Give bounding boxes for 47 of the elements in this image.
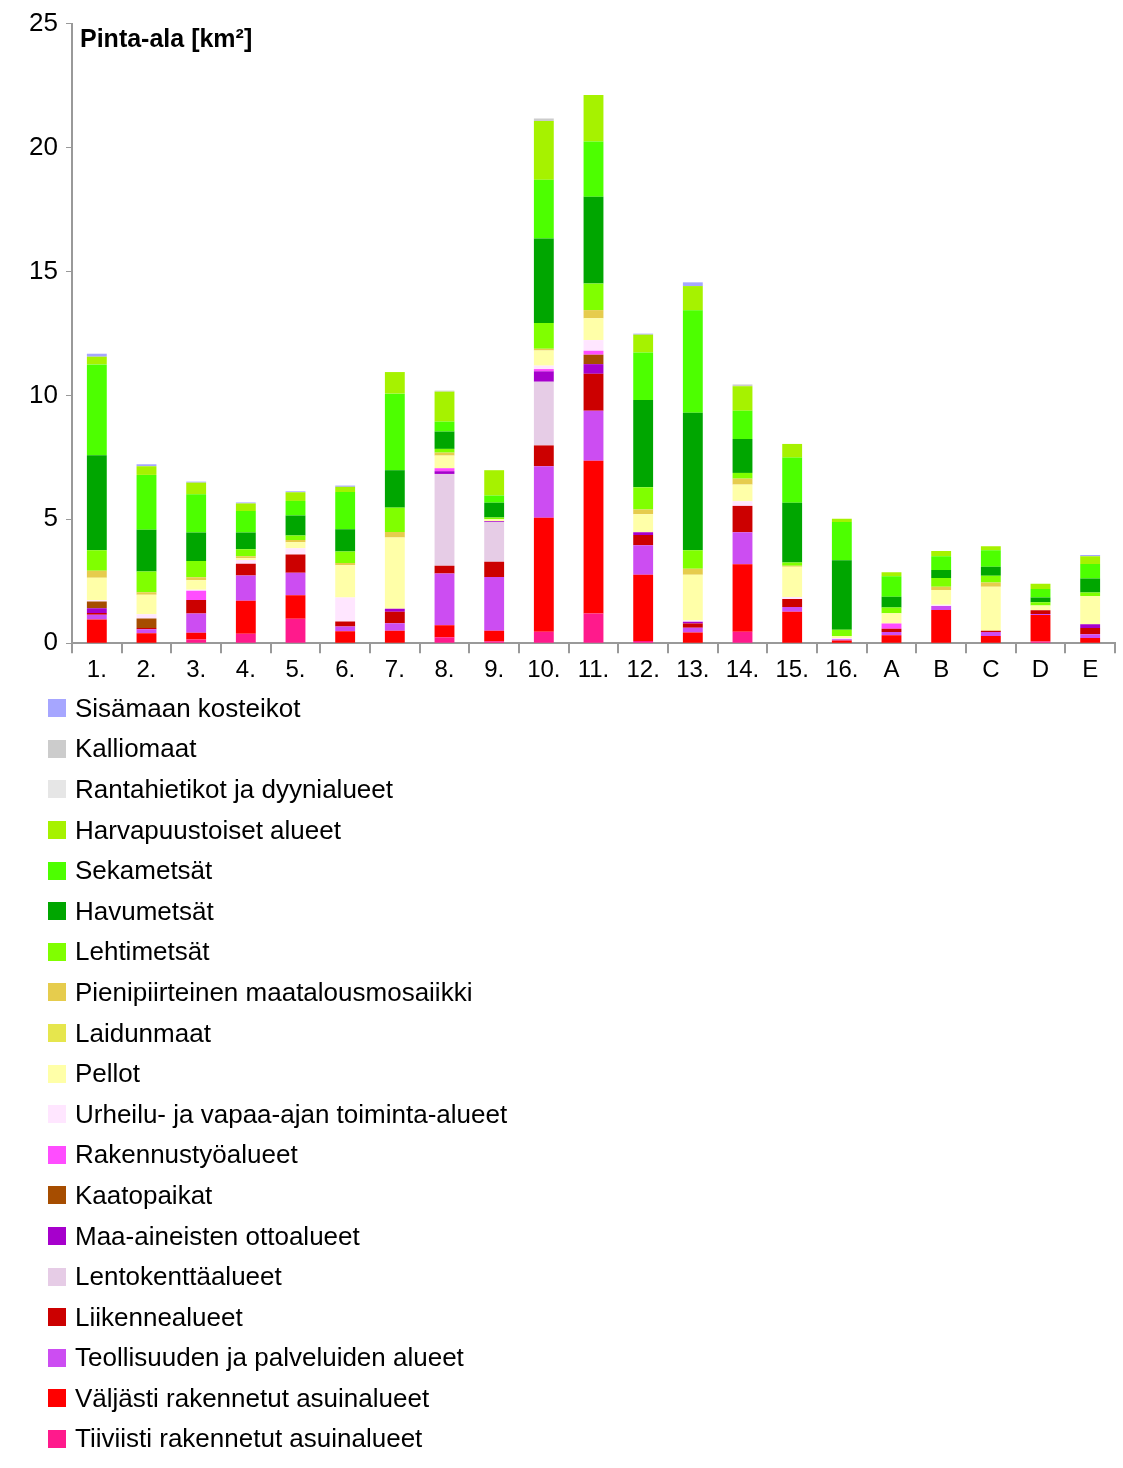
y-tick-label: 0 <box>43 626 58 657</box>
legend-label: Laidunmaat <box>75 1017 211 1049</box>
y-axis-title: Pinta-ala [km²] <box>80 23 253 52</box>
y-tick-label: 20 <box>29 130 58 161</box>
x-tick-label: D <box>1031 655 1050 683</box>
legend-label: Tiiviisti rakennetut asuinalueet <box>75 1423 423 1455</box>
x-tick-label: 11. <box>577 655 610 683</box>
legend-label: Havumetsät <box>75 895 214 927</box>
legend-label: Sisämaan kosteikot <box>75 692 301 724</box>
legend-label: Lehtimetsät <box>75 936 210 968</box>
y-tick-label: 10 <box>29 378 58 409</box>
legend-label: Urheilu- ja vapaa-ajan toiminta-alueet <box>75 1098 508 1130</box>
y-tick-label: 25 <box>29 6 58 37</box>
x-tick-label: 8. <box>434 655 455 683</box>
x-tick-label: 3. <box>186 655 207 683</box>
x-tick-label: C <box>982 655 1000 683</box>
legend-label: Teollisuuden ja palveluiden alueet <box>75 1342 464 1374</box>
legend-label: Sekametsät <box>75 855 213 887</box>
legend-label: Liikennealueet <box>75 1301 243 1333</box>
x-tick-label: 9. <box>484 655 505 683</box>
x-tick-label: 1. <box>86 655 107 683</box>
x-tick-label: 13. <box>676 655 710 683</box>
x-tick-label: A <box>883 655 900 683</box>
legend-label: Harvapuustoiset alueet <box>75 814 341 846</box>
x-tick-label: 2. <box>136 655 157 683</box>
x-tick-label: E <box>1082 655 1099 683</box>
x-tick-label: 14. <box>725 655 760 683</box>
x-tick-label: B <box>933 655 950 683</box>
x-tick-label: 6. <box>335 655 356 683</box>
x-tick-label: 7. <box>384 655 405 683</box>
legend-label: Kalliomaat <box>75 733 197 765</box>
legend-label: Pienipiirteinen maatalousmosaiikki <box>75 976 473 1008</box>
x-tick-label: 10. <box>527 655 561 683</box>
legend-label: Maa-aineisten ottoalueet <box>75 1220 360 1252</box>
legend-label: Väljästi rakennetut asuinalueet <box>75 1382 430 1414</box>
x-tick-label: 15. <box>775 655 809 683</box>
legend-label: Rantahietikot ja dyynialueet <box>75 773 393 805</box>
x-tick-label: 4. <box>235 655 256 683</box>
legend-label: Pellot <box>75 1058 141 1090</box>
legend-label: Lentokenttäalueet <box>75 1261 282 1293</box>
y-tick-label: 15 <box>29 254 58 285</box>
legend-label: Rakennustyöalueet <box>75 1139 298 1171</box>
x-tick-label: 12. <box>626 655 660 683</box>
x-tick-label: 16. <box>825 655 859 683</box>
y-tick-label: 5 <box>43 502 58 533</box>
x-tick-label: 5. <box>285 655 306 683</box>
legend-label: Kaatopaikat <box>75 1179 213 1211</box>
